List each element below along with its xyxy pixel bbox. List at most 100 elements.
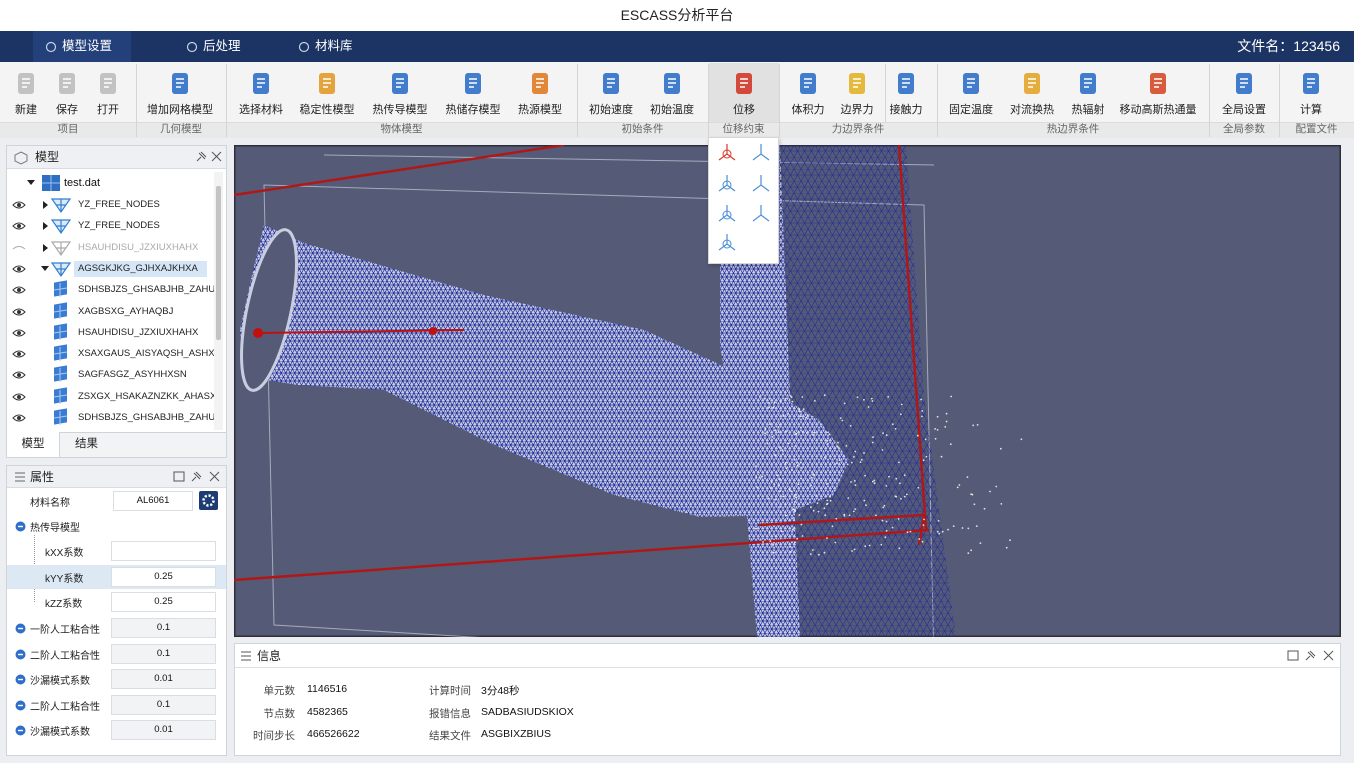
tree-item[interactable]: ZSXGX_HSAKAZNZKK_AHASX [78, 390, 217, 402]
collapse-toggle[interactable] [15, 521, 26, 532]
ribbon-button[interactable]: 初始温度 [650, 104, 694, 116]
expand-toggle[interactable] [27, 179, 35, 187]
input-field[interactable]: AL6061 [113, 491, 193, 511]
input-field[interactable]: 0.1 [111, 694, 216, 715]
visibility-toggle[interactable] [12, 392, 26, 402]
constraint-option[interactable] [750, 203, 772, 225]
tree-item[interactable]: YZ_FREE_NODES [78, 220, 160, 232]
tree-icon [53, 408, 68, 425]
panel-controls [173, 471, 220, 482]
ribbon-button[interactable]: 计算 [1300, 104, 1322, 116]
constraint-option[interactable] [716, 173, 738, 195]
tree-item[interactable]: SDHSBJZS_GHSABJHB_ZAHU [78, 412, 216, 423]
visibility-toggle-off[interactable] [12, 243, 26, 253]
visibility-toggle[interactable] [12, 200, 26, 210]
expand-toggle[interactable] [41, 222, 49, 231]
particle [781, 449, 784, 451]
tree-root[interactable]: test.dat [64, 177, 101, 189]
ribbon-button[interactable]: 热传导模型 [372, 104, 428, 116]
info-label: 报错信息 [429, 707, 471, 720]
ribbon-icon [392, 73, 408, 94]
ribbon-button[interactable]: 保存 [56, 104, 78, 116]
particle [854, 508, 857, 510]
constraint-option[interactable] [750, 173, 772, 195]
input-field[interactable]: 0.25 [111, 566, 216, 587]
input-field[interactable]: 0.01 [111, 669, 216, 689]
panel-tab[interactable]: 结果 [75, 438, 98, 450]
tree-item[interactable]: YZ_FREE_NODES [78, 199, 160, 210]
scrollbar-thumb[interactable] [216, 186, 221, 340]
ribbon-button[interactable]: 打开 [97, 104, 119, 116]
input-field[interactable]: 0.1 [111, 643, 216, 664]
collapse-toggle[interactable] [15, 649, 26, 660]
ribbon-button[interactable]: 热源模型 [518, 104, 562, 116]
ribbon-button[interactable]: 对流换热 [1010, 104, 1054, 116]
particle [850, 481, 852, 483]
ribbon-button[interactable]: 边界力 [840, 104, 874, 116]
expand-toggle[interactable] [41, 243, 49, 252]
collapse-toggle[interactable] [15, 725, 26, 736]
ribbon-button[interactable]: 热辐射 [1071, 104, 1105, 116]
visibility-toggle[interactable] [12, 264, 26, 274]
ribbon-button[interactable]: 初始速度 [589, 104, 633, 116]
group-separator [226, 64, 227, 137]
input-field[interactable]: 0.25 [111, 592, 216, 612]
model-panel [6, 145, 227, 458]
tree-item[interactable]: AGSGKJKG_GJHXAJKHXA [78, 262, 198, 274]
property-section[interactable]: 热传导模型 [30, 523, 80, 534]
tree-item[interactable]: XAGBSXG_AYHAQBJ [78, 305, 174, 317]
icon-glyph [53, 389, 68, 404]
viewport[interactable] [234, 145, 1341, 637]
particle [900, 413, 902, 416]
ribbon-button[interactable]: 新建 [15, 104, 37, 116]
particle [989, 490, 991, 493]
ribbon-button[interactable]: 接触力 [889, 104, 923, 116]
expand-toggle[interactable] [41, 201, 49, 209]
icon-glyph [1028, 78, 1036, 88]
ribbon-button[interactable]: 体积力 [791, 104, 825, 116]
constraint-option[interactable] [750, 142, 772, 164]
collapse-toggle[interactable] [15, 623, 26, 634]
material-settings-button[interactable] [199, 491, 218, 510]
menu-tab[interactable]: 材料库 [315, 39, 353, 53]
menu-tab[interactable]: 后处理 [203, 39, 241, 53]
ribbon-button[interactable]: 位移 [733, 104, 755, 116]
ribbon-button[interactable]: 选择材料 [239, 104, 283, 116]
ribbon-button[interactable]: 热储存模型 [445, 104, 501, 116]
input-field[interactable]: 0.1 [111, 618, 216, 638]
visibility-toggle[interactable] [12, 285, 26, 295]
tree-item[interactable]: HSAUHDISU_JZXIUXHAHX [78, 326, 199, 338]
tree-item[interactable]: SAGFASGZ_ASYHHXSN [78, 369, 187, 381]
input-field[interactable] [111, 541, 216, 561]
tree-item[interactable]: HSAUHDISU_JZXIUXHAHX [78, 241, 199, 253]
expand-toggle[interactable] [41, 265, 49, 273]
panel-tab-active[interactable]: 模型 [7, 432, 60, 457]
menu-tab[interactable]: 模型设置 [62, 39, 113, 53]
visibility-toggle[interactable] [12, 328, 26, 338]
collapse-toggle[interactable] [15, 674, 26, 685]
particle [848, 514, 851, 517]
visibility-toggle[interactable] [12, 307, 26, 317]
constraint-option[interactable] [716, 232, 738, 254]
ribbon-button[interactable]: 固定温度 [949, 104, 993, 116]
ribbon-button[interactable]: 增加网格模型 [147, 104, 213, 116]
visibility-toggle[interactable] [12, 221, 26, 231]
ribbon-button[interactable]: 全局设置 [1222, 104, 1266, 116]
particle [865, 504, 867, 507]
tree-item[interactable]: XSAXGAUS_AISYAQSH_ASHX [78, 348, 215, 360]
visibility-toggle[interactable] [12, 370, 26, 380]
particle [921, 540, 924, 543]
ribbon-button[interactable]: 稳定性模型 [299, 104, 355, 116]
particle [812, 433, 814, 436]
input-field[interactable]: 0.01 [111, 720, 216, 740]
visibility-toggle[interactable] [12, 413, 26, 423]
particle [823, 456, 826, 459]
visibility-toggle[interactable] [12, 349, 26, 359]
constraint-option[interactable] [716, 203, 738, 225]
collapse-toggle[interactable] [15, 700, 26, 711]
property-label: 沙漏模式系数 [30, 727, 90, 738]
particle [956, 486, 959, 489]
ribbon-button[interactable]: 移动高斯热通量 [1119, 104, 1197, 116]
constraint-option[interactable] [716, 142, 738, 164]
tree-item[interactable]: SDHSBJZS_GHSABJHB_ZAHU [78, 284, 216, 296]
